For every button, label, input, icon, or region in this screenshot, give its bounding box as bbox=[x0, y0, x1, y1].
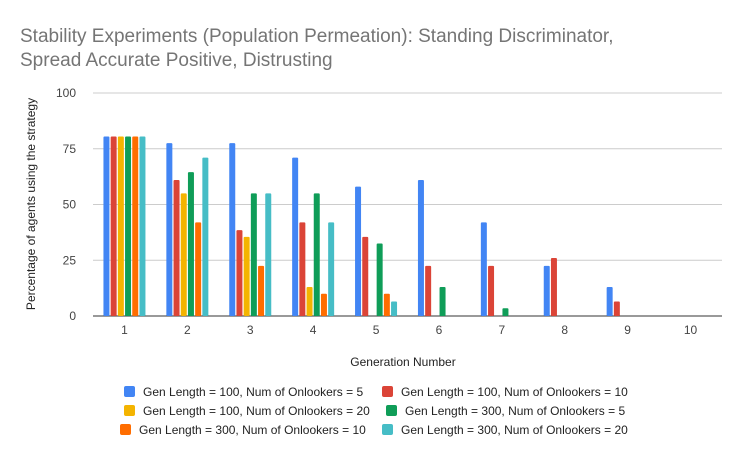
legend-label: Gen Length = 100, Num of Onlookers = 5 bbox=[143, 385, 363, 399]
bar bbox=[243, 236, 250, 316]
bar bbox=[187, 172, 194, 316]
bar bbox=[202, 157, 209, 316]
bar bbox=[265, 193, 272, 316]
bar bbox=[383, 293, 390, 316]
bar bbox=[313, 193, 320, 316]
legend-swatch bbox=[120, 424, 131, 435]
bar bbox=[258, 265, 265, 316]
bar bbox=[103, 136, 110, 316]
x-tick-label: 5 bbox=[373, 323, 380, 337]
bar bbox=[376, 243, 383, 316]
bar bbox=[180, 193, 187, 316]
x-tick-label: 6 bbox=[436, 323, 443, 337]
chart-title-line-1: Stability Experiments (Population Permea… bbox=[20, 26, 614, 47]
bar bbox=[125, 136, 132, 316]
legend-label: Gen Length = 300, Num of Onlookers = 10 bbox=[139, 423, 366, 437]
x-tick-label: 3 bbox=[247, 323, 254, 337]
bar bbox=[417, 179, 424, 316]
gridlines bbox=[93, 92, 722, 317]
y-tick-label: 50 bbox=[63, 198, 77, 212]
bar bbox=[480, 222, 487, 316]
y-tick-label: 100 bbox=[56, 86, 76, 100]
x-tick-label: 4 bbox=[310, 323, 317, 337]
bar bbox=[166, 143, 173, 316]
legend: Gen Length = 100, Num of Onlookers = 5 Ge… bbox=[120, 385, 628, 437]
y-tick-label: 25 bbox=[63, 253, 77, 267]
bar bbox=[550, 258, 557, 316]
legend-swatch bbox=[382, 386, 393, 397]
bar bbox=[362, 236, 369, 316]
bar bbox=[425, 265, 432, 316]
bar bbox=[110, 136, 117, 316]
y-axis-label: Percentage of agents using the strategy bbox=[24, 98, 38, 310]
x-tick-label: 9 bbox=[624, 323, 631, 337]
x-tick-label: 10 bbox=[684, 323, 698, 337]
bar bbox=[488, 265, 495, 316]
bar bbox=[173, 179, 180, 316]
legend-swatch bbox=[124, 405, 135, 416]
x-tick-label: 7 bbox=[499, 323, 506, 337]
bar bbox=[306, 287, 313, 316]
bar bbox=[391, 301, 398, 316]
x-axis-ticks: 1 2 3 4 5 6 7 8 9 10 bbox=[121, 323, 697, 337]
bar bbox=[439, 287, 446, 316]
bar bbox=[229, 143, 236, 316]
bar bbox=[355, 186, 362, 316]
bar bbox=[328, 222, 335, 316]
y-axis-ticks: 0 25 50 75 100 bbox=[56, 86, 76, 323]
legend-swatch bbox=[124, 386, 135, 397]
legend-label: Gen Length = 300, Num of Onlookers = 20 bbox=[401, 423, 628, 437]
x-tick-label: 2 bbox=[184, 323, 191, 337]
legend-swatch bbox=[382, 424, 393, 435]
legend-label: Gen Length = 100, Num of Onlookers = 10 bbox=[401, 385, 628, 399]
y-tick-label: 0 bbox=[69, 309, 76, 323]
y-tick-label: 75 bbox=[63, 142, 77, 156]
bar bbox=[139, 136, 146, 316]
legend-label: Gen Length = 100, Num of Onlookers = 20 bbox=[143, 404, 370, 418]
bar bbox=[543, 265, 550, 316]
bar bbox=[195, 222, 202, 316]
bar bbox=[606, 287, 613, 316]
bar bbox=[250, 193, 257, 316]
bar bbox=[117, 136, 124, 316]
bar bbox=[132, 136, 139, 316]
bar bbox=[613, 301, 620, 316]
bar bbox=[299, 222, 306, 316]
x-tick-label: 8 bbox=[561, 323, 568, 337]
legend-label: Gen Length = 300, Num of Onlookers = 5 bbox=[405, 404, 625, 418]
bar bbox=[320, 293, 327, 316]
chart-title-line-2: Spread Accurate Positive, Distrusting bbox=[20, 50, 333, 71]
legend-swatch bbox=[386, 405, 397, 416]
bar bbox=[292, 157, 299, 316]
x-axis-label: Generation Number bbox=[350, 355, 455, 369]
bar bbox=[502, 308, 509, 316]
bars bbox=[103, 136, 620, 316]
x-tick-label: 1 bbox=[121, 323, 128, 337]
bar bbox=[236, 230, 243, 316]
